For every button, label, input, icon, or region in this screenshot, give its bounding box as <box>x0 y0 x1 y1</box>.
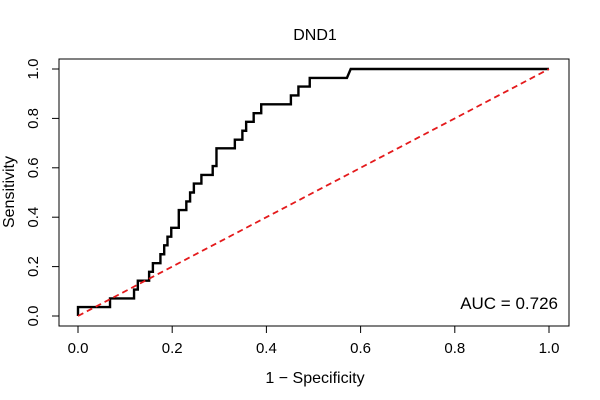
x-tick-label: 0.6 <box>350 340 371 357</box>
roc-curve <box>76 67 549 316</box>
diagonal-reference-line <box>77 68 550 317</box>
y-tick-label: 0.4 <box>25 207 42 228</box>
x-tick-label: 0.2 <box>162 340 183 357</box>
y-tick-label: 0.0 <box>25 306 42 327</box>
x-axis-label: 1 − Specificity <box>265 370 364 387</box>
x-tick-label: 1.0 <box>539 340 560 357</box>
auc-annotation: AUC = 0.726 <box>460 294 558 313</box>
y-tick-label: 0.8 <box>25 108 42 129</box>
y-tick-label: 0.2 <box>25 256 42 277</box>
series-layer <box>76 67 550 317</box>
x-tick-label: 0.8 <box>444 340 465 357</box>
ticks-layer: 0.0 0.2 0.4 0.6 0.8 1.0 0.0 0.2 0.4 0.6 0.8 1.0 <box>25 59 559 357</box>
x-tick-label: 0.4 <box>256 340 277 357</box>
chart-title: DND1 <box>293 27 337 44</box>
plot-frame <box>58 58 570 327</box>
y-tick-label: 0.6 <box>25 157 42 178</box>
x-tick-label: 0.0 <box>68 340 89 357</box>
y-axis-label: Sensitivity <box>1 156 18 228</box>
y-tick-label: 1.0 <box>25 59 42 80</box>
